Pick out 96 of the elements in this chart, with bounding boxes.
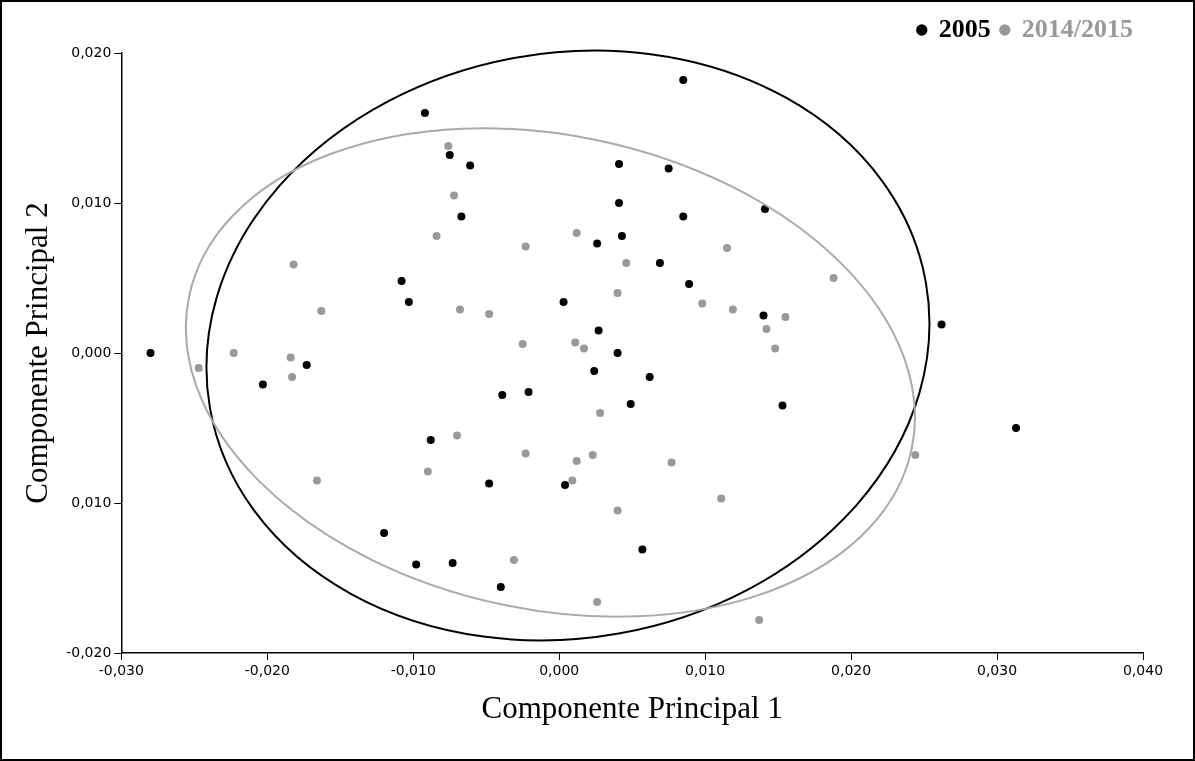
point: [613, 506, 622, 515]
point: [561, 481, 570, 489]
point: [698, 299, 707, 308]
point: [457, 212, 466, 221]
point: [622, 259, 631, 267]
point: [717, 494, 726, 503]
x-tick-label: 0,040: [1122, 662, 1164, 679]
x-tick-label: -0,030: [98, 662, 144, 679]
y-axis-title: Componente Principal 2: [18, 202, 54, 504]
point: [397, 277, 406, 285]
point: [404, 298, 413, 306]
point: [613, 289, 622, 297]
x-tick-label: 0,030: [977, 662, 1018, 679]
point: [664, 164, 673, 173]
point: [638, 545, 647, 554]
point: [760, 205, 769, 213]
x-tick-label: -0,020: [244, 662, 290, 679]
point: [423, 467, 432, 476]
y-tick-label: 0,000: [71, 343, 112, 360]
point: [312, 476, 321, 485]
point: [229, 349, 238, 357]
point: [455, 305, 464, 314]
point: [317, 307, 326, 315]
point: [755, 616, 764, 624]
point: [679, 76, 688, 84]
point: [289, 260, 298, 269]
point: [466, 161, 475, 170]
point: [937, 320, 946, 329]
point: [593, 239, 602, 248]
point: [450, 191, 459, 200]
point: [572, 229, 581, 237]
point: [911, 451, 920, 459]
point: [485, 479, 494, 488]
point: [613, 349, 622, 357]
point: [655, 259, 664, 267]
point: [146, 349, 155, 357]
point: [572, 457, 581, 465]
point: [615, 199, 624, 207]
point: [485, 310, 494, 318]
point: [615, 160, 624, 168]
point: [518, 340, 527, 348]
point: [509, 556, 518, 564]
point: [778, 401, 787, 410]
point: [258, 380, 267, 389]
point: [420, 109, 429, 117]
point: [588, 451, 597, 459]
point: [412, 560, 421, 569]
point: [781, 313, 790, 321]
point: [288, 373, 297, 381]
point: [679, 212, 688, 221]
point: [286, 353, 295, 362]
point: [302, 361, 311, 369]
point: [380, 529, 389, 537]
point: [685, 280, 694, 288]
point: [432, 232, 441, 240]
point: [645, 373, 654, 381]
point: [524, 388, 533, 396]
point: [771, 344, 780, 353]
y-tick-label: 0,010: [71, 493, 112, 510]
point: [559, 298, 568, 306]
point: [444, 142, 453, 150]
y-tick-label: -0,020: [66, 643, 112, 660]
point: [521, 449, 530, 458]
point: [448, 559, 457, 567]
point: [759, 311, 768, 320]
x-tick-label: 0,010: [685, 662, 726, 679]
point: [1012, 424, 1021, 432]
point: [445, 151, 454, 159]
point: [626, 400, 635, 408]
point: [762, 325, 771, 333]
point: [723, 244, 732, 252]
point: [594, 326, 603, 335]
point: [498, 391, 507, 399]
x-tick-label: 0,020: [831, 662, 872, 679]
point: [580, 344, 588, 353]
point: [617, 232, 626, 240]
point: [593, 598, 602, 606]
point: [568, 476, 577, 485]
point: [426, 436, 435, 444]
point: [453, 431, 462, 440]
point: [521, 242, 530, 251]
point: [194, 364, 203, 372]
legend-label: 2005: [938, 13, 991, 43]
point: [667, 458, 676, 467]
point: [728, 305, 737, 314]
legend-label: 2014/2015: [1021, 13, 1134, 43]
point: [496, 583, 505, 591]
point: [829, 274, 838, 282]
point: [571, 338, 580, 347]
y-tick-label: 0,020: [71, 43, 112, 60]
point: [590, 367, 599, 375]
x-tick-label: -0,010: [390, 662, 436, 679]
x-axis-title: Componente Principal 1: [481, 689, 783, 725]
y-tick-label: 0,010: [71, 193, 112, 210]
x-tick-label: 0,000: [539, 662, 580, 679]
point: [596, 409, 605, 417]
